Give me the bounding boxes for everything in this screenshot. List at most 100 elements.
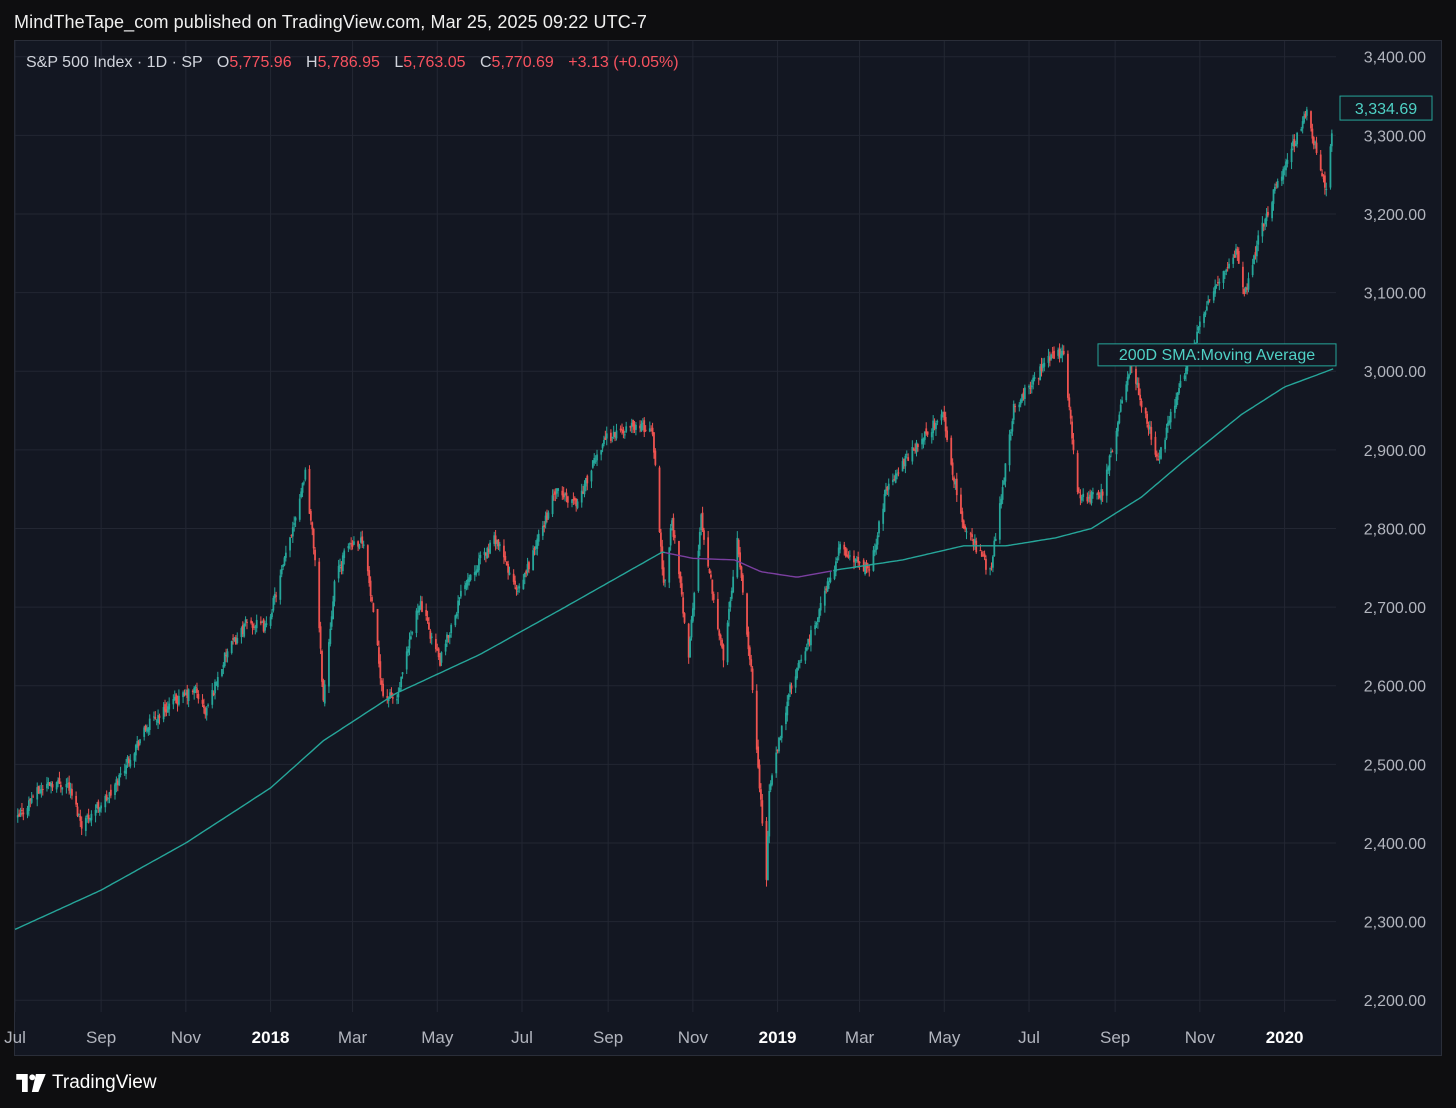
candle bbox=[1290, 142, 1293, 170]
candle bbox=[196, 682, 198, 698]
candle bbox=[857, 551, 860, 568]
candle bbox=[32, 794, 34, 798]
candle bbox=[489, 539, 491, 555]
candle bbox=[504, 551, 507, 562]
tradingview-brand[interactable]: TradingView bbox=[16, 1072, 157, 1094]
candle bbox=[426, 610, 429, 624]
candle bbox=[992, 555, 994, 573]
candle bbox=[436, 643, 439, 651]
candle bbox=[625, 421, 628, 434]
candle bbox=[914, 443, 917, 454]
candle bbox=[236, 632, 239, 645]
candle bbox=[1271, 200, 1274, 222]
candle bbox=[1246, 283, 1248, 295]
candle bbox=[322, 678, 325, 702]
candle bbox=[155, 718, 158, 726]
candle bbox=[844, 546, 847, 558]
candle bbox=[1125, 381, 1128, 403]
candle bbox=[22, 807, 25, 821]
candle bbox=[134, 743, 137, 762]
candle bbox=[1255, 240, 1258, 263]
chart-frame[interactable] bbox=[14, 40, 1442, 1056]
candle bbox=[691, 602, 694, 623]
candle bbox=[1286, 153, 1289, 168]
low-label: L bbox=[394, 54, 404, 71]
candle bbox=[465, 579, 468, 591]
candle bbox=[1242, 261, 1244, 295]
candle bbox=[408, 632, 411, 656]
candle bbox=[1012, 400, 1015, 425]
candle bbox=[18, 809, 21, 817]
candle bbox=[1173, 399, 1176, 419]
candle bbox=[1001, 480, 1004, 504]
candle bbox=[283, 555, 286, 567]
candle bbox=[1158, 449, 1161, 464]
candle bbox=[785, 706, 787, 731]
candle bbox=[275, 591, 278, 603]
candle bbox=[1272, 189, 1275, 211]
candle bbox=[882, 503, 885, 531]
candle bbox=[835, 557, 837, 577]
candle bbox=[178, 689, 180, 707]
candle bbox=[68, 775, 71, 795]
candle bbox=[543, 521, 546, 533]
candle bbox=[125, 758, 128, 780]
candle bbox=[476, 565, 479, 573]
candle bbox=[90, 810, 93, 827]
candle bbox=[1032, 374, 1035, 390]
candle bbox=[896, 469, 898, 480]
candle bbox=[903, 458, 905, 469]
candle bbox=[553, 489, 555, 501]
candle bbox=[77, 813, 80, 818]
candle bbox=[1010, 429, 1012, 441]
candle bbox=[1051, 346, 1054, 359]
candle bbox=[128, 755, 130, 767]
candle bbox=[594, 455, 597, 464]
candle bbox=[1218, 278, 1221, 291]
sma-label: 200D SMA:Moving Average bbox=[1119, 347, 1315, 364]
candle bbox=[925, 422, 928, 436]
candle bbox=[760, 783, 762, 807]
candle bbox=[640, 420, 643, 432]
candle bbox=[376, 608, 379, 646]
candle bbox=[1042, 358, 1044, 373]
candle bbox=[1208, 299, 1211, 303]
candle bbox=[1262, 223, 1265, 232]
candle bbox=[537, 529, 540, 546]
candle bbox=[71, 783, 73, 800]
candle bbox=[362, 540, 365, 549]
candle bbox=[680, 576, 683, 597]
candle bbox=[415, 608, 418, 638]
candle bbox=[1222, 270, 1225, 290]
x-tick-label: Jul bbox=[511, 1028, 533, 1047]
candle bbox=[173, 690, 176, 701]
candle bbox=[244, 616, 247, 627]
candle bbox=[921, 433, 923, 450]
candle bbox=[1089, 489, 1092, 505]
candle bbox=[1014, 403, 1017, 413]
candle bbox=[721, 638, 723, 649]
candle bbox=[672, 513, 675, 541]
candle bbox=[405, 646, 408, 675]
candle bbox=[505, 561, 508, 566]
candle bbox=[76, 802, 79, 818]
candle bbox=[191, 689, 194, 695]
candle bbox=[612, 425, 615, 440]
candle bbox=[319, 621, 322, 655]
candle bbox=[1223, 270, 1226, 280]
candle bbox=[1183, 373, 1186, 382]
candle bbox=[716, 592, 719, 631]
candle bbox=[193, 686, 196, 700]
candle bbox=[94, 804, 97, 823]
candle bbox=[1261, 216, 1264, 243]
candle bbox=[818, 608, 821, 623]
tradingview-brand-label: TradingView bbox=[52, 1072, 157, 1093]
candle bbox=[309, 509, 312, 525]
candle bbox=[1282, 166, 1285, 185]
candle bbox=[944, 411, 947, 438]
candle bbox=[240, 626, 243, 644]
candle bbox=[965, 527, 968, 540]
candle bbox=[875, 538, 878, 555]
candle bbox=[503, 539, 505, 564]
